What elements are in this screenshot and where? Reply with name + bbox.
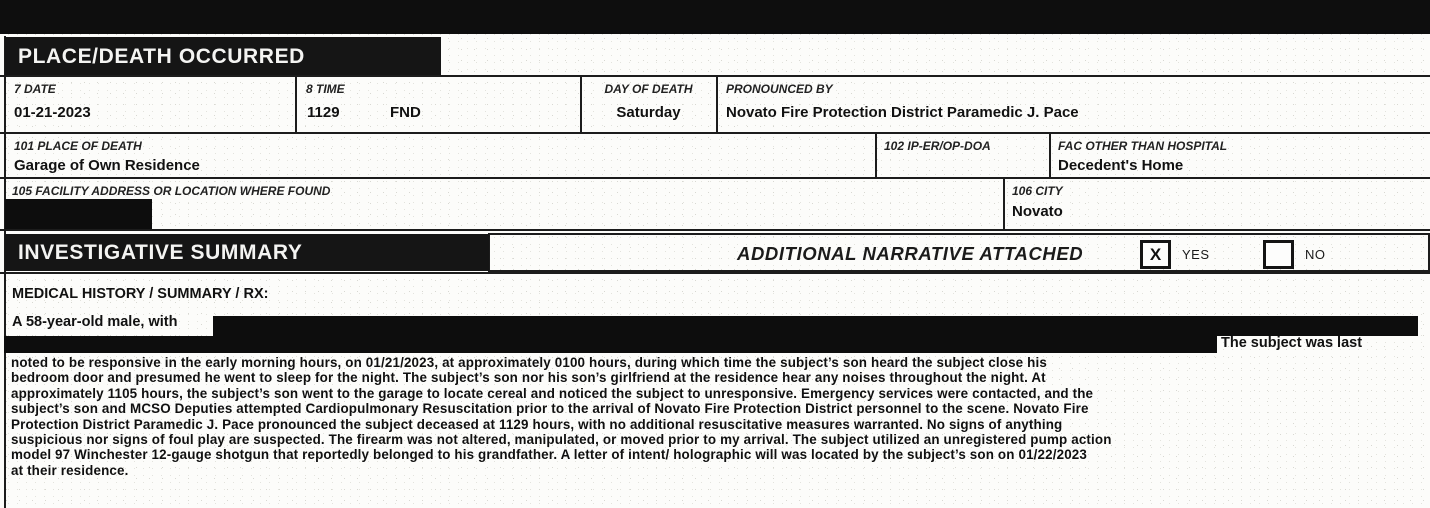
narrative-line: subject’s son and MCSO Deputies attempte… bbox=[11, 401, 1089, 417]
field-city-value: Novato bbox=[1012, 203, 1063, 220]
section-header-investigative-summary-label: INVESTIGATIVE SUMMARY bbox=[18, 240, 303, 264]
field-place-value: Garage of Own Residence bbox=[14, 157, 200, 174]
yes-checkbox: X bbox=[1140, 240, 1171, 269]
scan-top-band bbox=[0, 0, 1430, 34]
narrative-line: noted to be responsive in the early morn… bbox=[11, 355, 1047, 370]
field-date-value: 01-21-2023 bbox=[14, 104, 91, 121]
section-header-investigative-summary: INVESTIGATIVE SUMMARY bbox=[5, 234, 489, 271]
cell-divider bbox=[716, 76, 718, 133]
field-time-fnd: FND bbox=[390, 104, 421, 121]
cell-divider bbox=[580, 76, 582, 133]
field-date-label: 7 DATE bbox=[14, 82, 56, 96]
field-city-label: 106 CITY bbox=[1012, 184, 1063, 198]
field-time-value: 1129 bbox=[307, 104, 340, 121]
row-divider-4 bbox=[0, 229, 1430, 231]
field-facility-label: 105 FACILITY ADDRESS OR LOCATION WHERE F… bbox=[12, 184, 331, 198]
redaction-band-1 bbox=[213, 316, 1418, 336]
summary-intro-text: A 58-year-old male, with bbox=[12, 314, 178, 330]
field-day-label: DAY OF DEATH bbox=[604, 82, 693, 96]
row-divider-2 bbox=[0, 132, 1430, 134]
no-checkbox-label: NO bbox=[1305, 247, 1326, 262]
cell-divider bbox=[1003, 178, 1005, 230]
redaction-box-facility-address bbox=[5, 199, 152, 229]
narrative-line: Protection District Paramedic J. Pace pr… bbox=[11, 416, 1063, 432]
field-place-label: 101 PLACE OF DEATH bbox=[14, 139, 142, 153]
no-checkbox bbox=[1263, 240, 1294, 269]
narrative-line: approximately 1105 hours, the subject’s … bbox=[11, 385, 1094, 401]
field-time-label: 8 TIME bbox=[306, 82, 345, 96]
yes-checkbox-x-mark: X bbox=[1149, 244, 1162, 264]
additional-narrative-attached-label: ADDITIONAL NARRATIVE ATTACHED bbox=[737, 243, 1084, 264]
narrative-line: at their residence. bbox=[11, 462, 129, 478]
medical-history-label: MEDICAL HISTORY / SUMMARY / RX: bbox=[12, 286, 269, 302]
cell-divider bbox=[875, 133, 877, 178]
row-divider-1 bbox=[0, 75, 1430, 77]
yes-checkbox-label: YES bbox=[1182, 247, 1210, 262]
narrative-line: model 97 Winchester 12-gauge shotgun tha… bbox=[11, 447, 1087, 463]
narrative-line: suspicious nor signs of foul play are su… bbox=[11, 432, 1112, 448]
field-ip-er-op-doa-label: 102 IP-ER/OP-DOA bbox=[884, 139, 991, 153]
section-header-place-death: PLACE/DEATH OCCURRED bbox=[5, 37, 441, 76]
investigative-narrative: noted to be responsive in the early morn… bbox=[11, 355, 1112, 478]
cell-divider bbox=[295, 76, 297, 133]
section-header-place-death-label: PLACE/DEATH OCCURRED bbox=[18, 44, 305, 68]
redaction-band-2 bbox=[4, 336, 1217, 353]
field-pronounced-label: PRONOUNCED BY bbox=[726, 82, 833, 96]
row-divider-3 bbox=[0, 177, 1430, 179]
field-fac-value: Decedent's Home bbox=[1058, 157, 1184, 174]
cell-divider bbox=[1049, 133, 1051, 178]
summary-tail-text: The subject was last bbox=[1221, 335, 1363, 351]
row-divider-5 bbox=[0, 272, 1430, 274]
field-day-value: Saturday bbox=[616, 104, 681, 121]
narrative-line: bedroom door and presumed he went to sle… bbox=[11, 370, 1046, 386]
narrative-attached-box bbox=[488, 233, 1430, 272]
field-fac-label: FAC OTHER THAN HOSPITAL bbox=[1058, 139, 1228, 153]
field-pronounced-value: Novato Fire Protection District Paramedi… bbox=[726, 104, 1079, 121]
